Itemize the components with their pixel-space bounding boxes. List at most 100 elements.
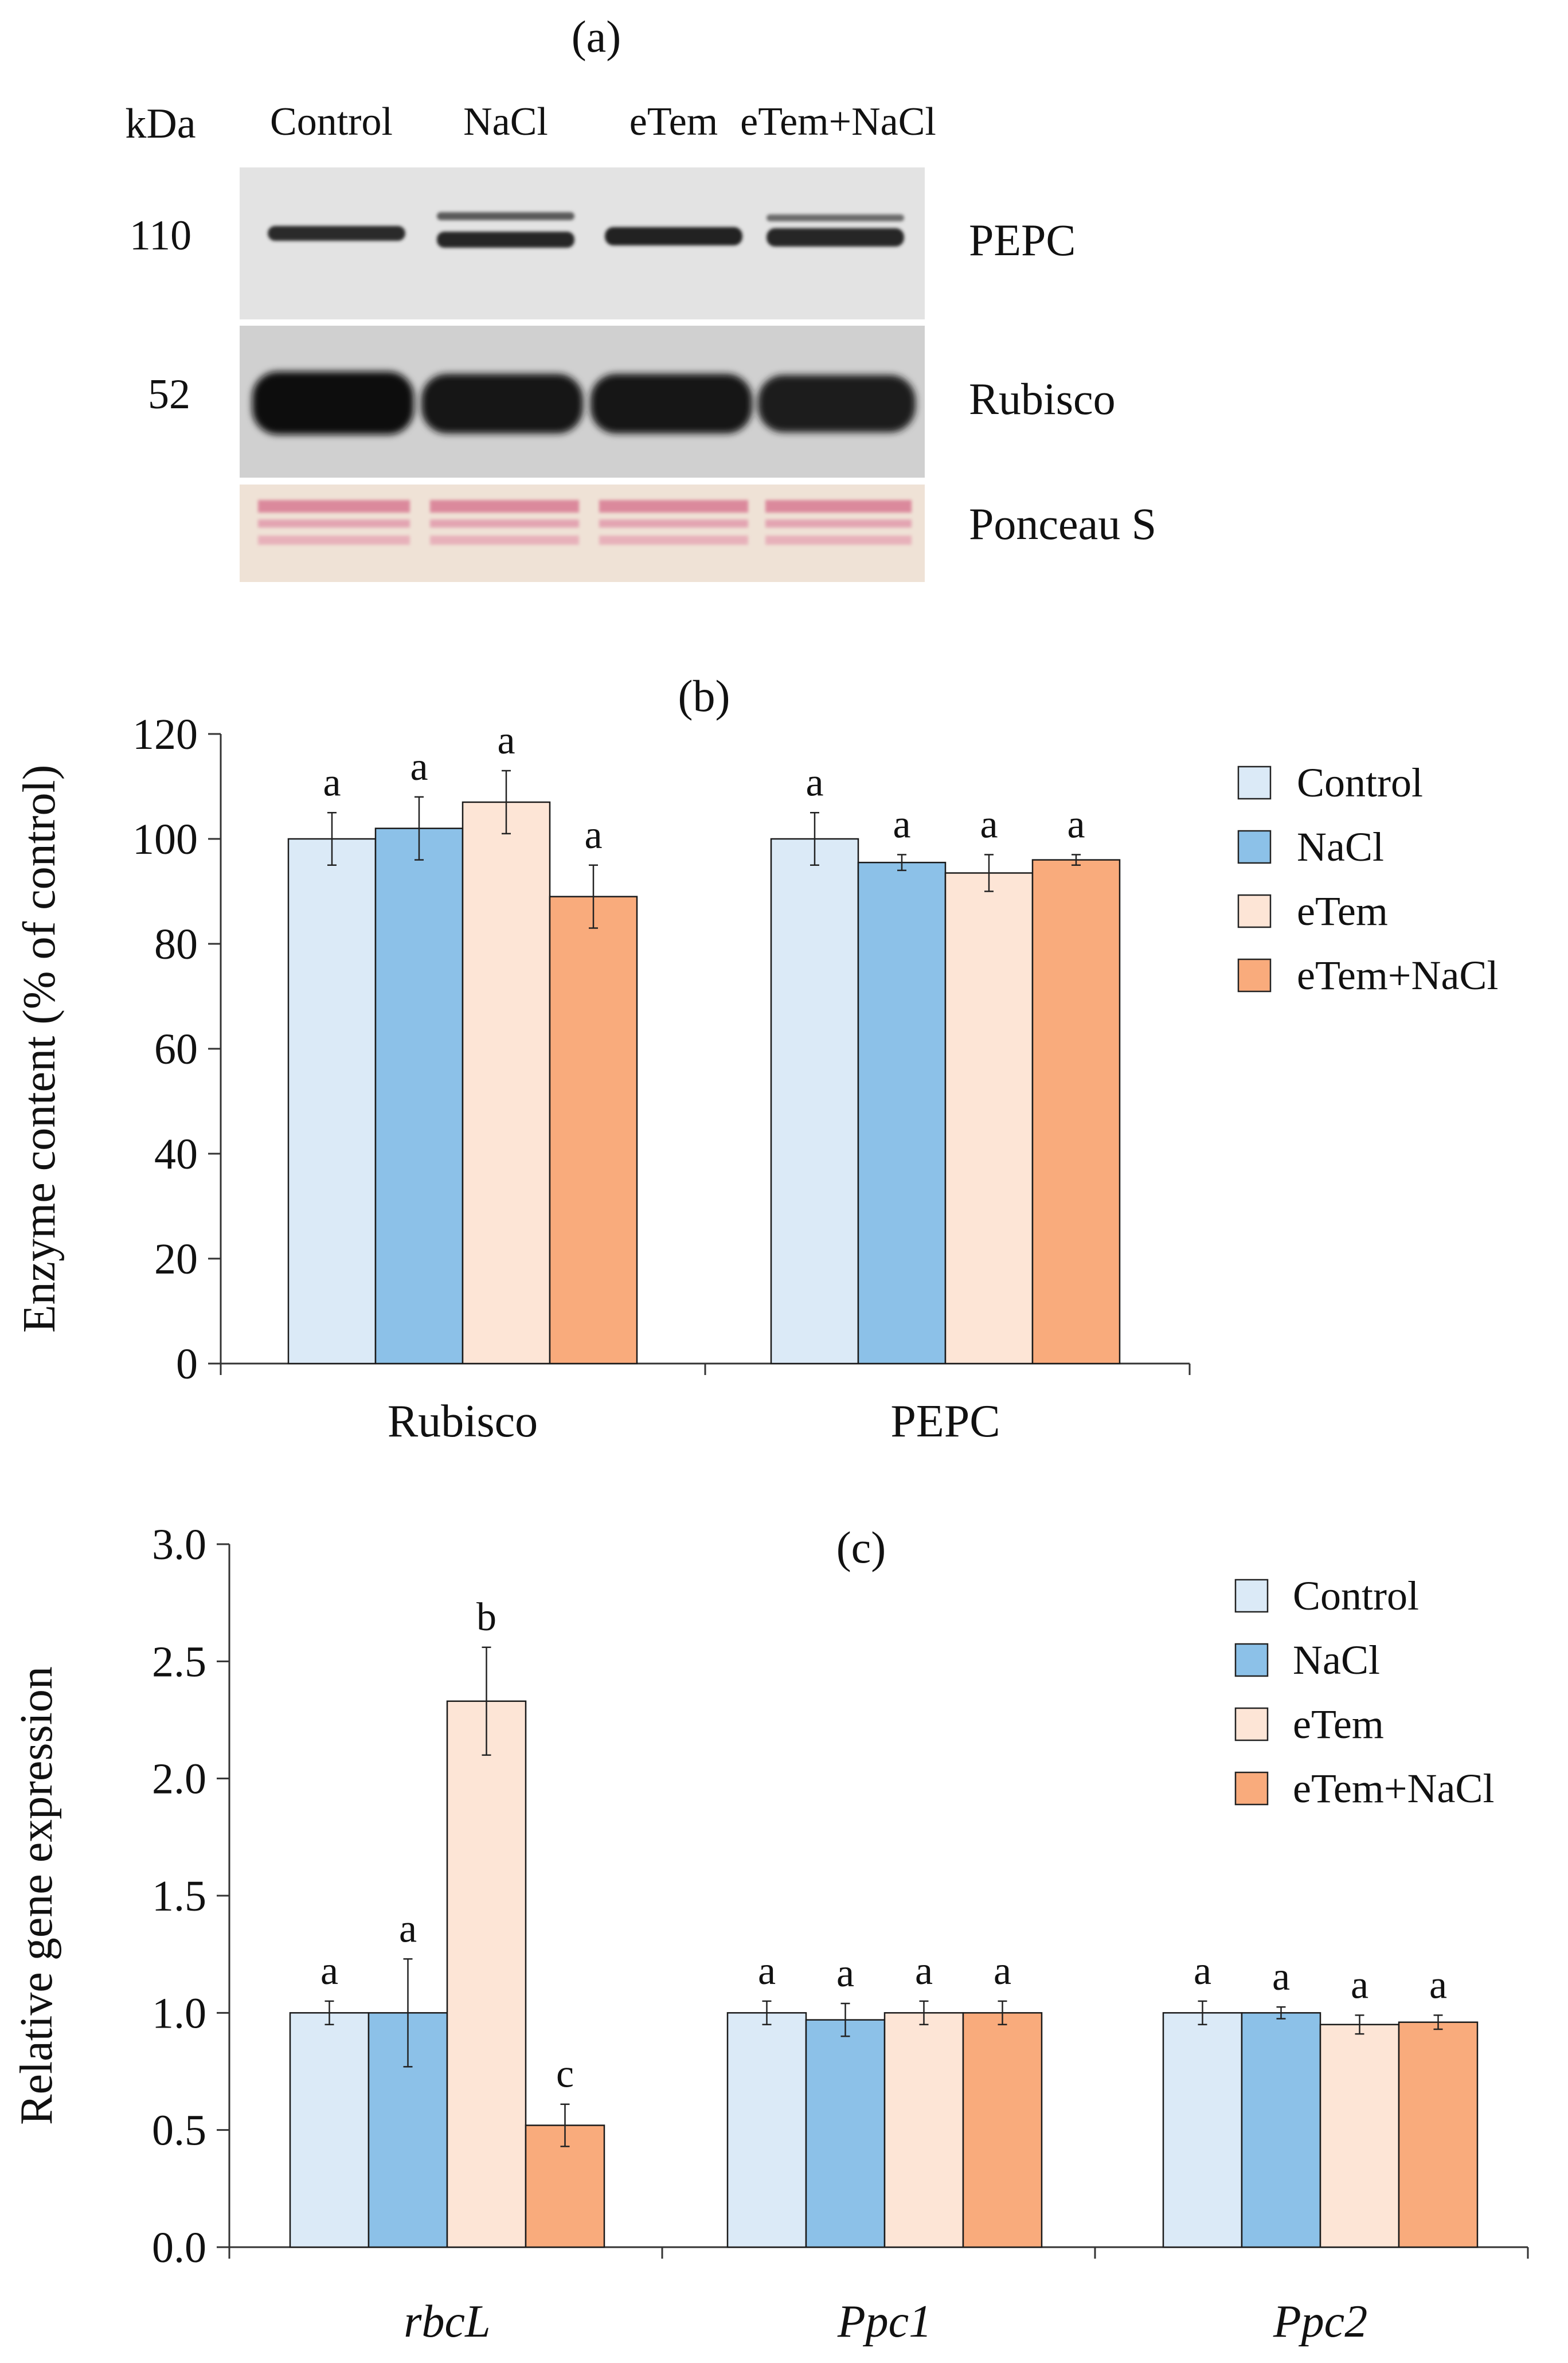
chart-c-bar (805, 2019, 886, 2248)
chart-b-significance-letter: a (893, 802, 910, 846)
chart-b-enzyme-content: (b) Enzyme content (% of control) 0 20 40 60 8… (14, 671, 1498, 1447)
blot-panel: (a) kDa Control NaCl eTem eTem+NaCl PEPC… (125, 11, 1156, 582)
ponceau-band-2-nacl (430, 520, 579, 528)
blot-panel-label: (a) (572, 11, 621, 61)
chart-b-bar (770, 838, 859, 1365)
pepc-upper-band-etem-nacl (767, 214, 904, 221)
chart-c-legend-label: eTem+NaCl (1293, 1766, 1494, 1811)
kda-value-52: 52 (148, 371, 190, 418)
chart-c-bar (883, 2012, 964, 2248)
chart-c-significance-letter: b (476, 1595, 496, 1639)
chart-c-significance-letter: a (399, 1907, 417, 1951)
pepc-band-nacl (437, 232, 574, 248)
chart-b-bar (857, 861, 947, 1365)
chart-c-category-label: Ppc2 (1273, 2296, 1367, 2347)
chart-c-significance-letter: a (1351, 1963, 1368, 2007)
chart-c-bar (1241, 2012, 1321, 2248)
chart-b-bar (374, 827, 464, 1365)
chart-b-significance-letter: a (805, 760, 823, 804)
chart-c-significance-letter: a (1429, 1963, 1447, 2007)
lane-label-nacl: NaCl (463, 100, 548, 144)
chart-c-legend-swatch (1234, 1771, 1269, 1806)
rubisco-band-nacl (421, 374, 583, 433)
chart-c-significance-letter: a (994, 1949, 1011, 1993)
ponceau-band-2-etem-nacl (765, 520, 912, 528)
chart-b-y-tick-label: 80 (154, 920, 198, 968)
blot-row-label-pepc: PEPC (969, 215, 1076, 265)
chart-b-legend-swatch (1237, 958, 1272, 993)
chart-b-bar (462, 801, 551, 1365)
chart-c-y-axis-label: Relative gene expression (11, 1666, 62, 2125)
chart-b-bar (549, 896, 638, 1365)
chart-c-legend-swatch (1234, 1579, 1269, 1613)
chart-b-y-tick-label: 100 (132, 815, 198, 864)
chart-c-significance-letter: a (320, 1949, 338, 1993)
chart-c-legend-label: Control (1293, 1573, 1419, 1619)
chart-b-legend-label: eTem+NaCl (1297, 952, 1498, 998)
chart-b-category-label: Rubisco (388, 1396, 538, 1447)
chart-c-y-tick-label: 3.0 (152, 1521, 206, 1569)
chart-c-bar (1162, 2012, 1243, 2248)
chart-b-y-tick-label: 40 (154, 1130, 198, 1178)
chart-b-legend-label: eTem (1297, 888, 1388, 934)
pepc-band-control (268, 226, 405, 241)
kda-label: kDa (125, 100, 195, 147)
chart-c-bar (1319, 2024, 1400, 2248)
chart-c-panel-label: (c) (836, 1522, 886, 1572)
chart-c-bar (962, 2012, 1043, 2248)
chart-c-bar (446, 1700, 527, 2248)
pepc-blot (240, 167, 925, 319)
chart-c-category-label: Ppc1 (837, 2296, 932, 2347)
rubisco-band-control (252, 372, 414, 435)
pepc-upper-band-nacl (437, 212, 574, 220)
chart-b-y-axis-label: Enzyme content (% of control) (14, 765, 65, 1333)
ponceau-strip (240, 485, 925, 582)
chart-b-legend-label: Control (1297, 760, 1423, 806)
chart-b-category-label: PEPC (890, 1396, 1000, 1447)
chart-b-y-tick-label: 20 (154, 1235, 198, 1283)
chart-b-y-tick-label: 60 (154, 1025, 198, 1073)
chart-b-significance-letter: a (323, 760, 341, 804)
rubisco-band-etem (591, 374, 752, 433)
kda-value-110: 110 (130, 212, 191, 259)
chart-b-significance-letter: a (1067, 802, 1085, 846)
ponceau-band-2-etem (599, 520, 748, 528)
chart-b-significance-letter: a (980, 802, 998, 846)
chart-b-bar (1031, 859, 1121, 1365)
chart-c-bar (289, 2012, 370, 2248)
ponceau-band-1-etem-nacl (765, 500, 912, 513)
pepc-band-etem-nacl (767, 228, 904, 247)
lane-label-etem-nacl: eTem+NaCl (740, 100, 936, 144)
ponceau-background (240, 485, 925, 582)
rubisco-band-etem-nacl (758, 375, 916, 432)
chart-c-legend-swatch (1234, 1707, 1269, 1741)
chart-c-significance-letter: a (1194, 1949, 1211, 1993)
chart-c-y-tick-label: 0.0 (152, 2224, 206, 2272)
rubisco-blot (240, 326, 925, 478)
blot-row-label-ponceau: Ponceau S (969, 499, 1156, 549)
chart-b-significance-letter: a (584, 813, 602, 857)
chart-c-legend-swatch (1234, 1643, 1269, 1677)
chart-b-legend-swatch (1237, 894, 1272, 928)
ponceau-band-1-etem (599, 500, 748, 513)
ponceau-band-3-etem (599, 536, 748, 545)
ponceau-band-3-nacl (430, 536, 579, 545)
chart-c-bar (726, 2012, 807, 2248)
ponceau-band-2-control (258, 520, 410, 528)
pepc-band-etem (605, 227, 742, 245)
chart-b-legend-label: NaCl (1297, 824, 1384, 870)
ponceau-band-3-etem-nacl (765, 536, 912, 545)
chart-c-significance-letter: a (758, 1949, 776, 1993)
chart-c-category-label: rbcL (404, 2296, 490, 2347)
chart-c-y-tick-label: 0.5 (152, 2107, 206, 2155)
chart-c-y-tick-label: 1.5 (152, 1872, 206, 1920)
chart-b-bar (944, 872, 1034, 1365)
lane-label-control: Control (270, 100, 393, 144)
chart-c-y-tick-label: 2.0 (152, 1755, 206, 1803)
chart-b-y-tick-label: 0 (176, 1340, 198, 1388)
lane-label-etem: eTem (629, 100, 718, 144)
chart-c-significance-letter: a (836, 1951, 854, 1995)
chart-b-significance-letter: a (497, 718, 515, 763)
chart-c-y-tick-label: 2.5 (152, 1638, 206, 1686)
